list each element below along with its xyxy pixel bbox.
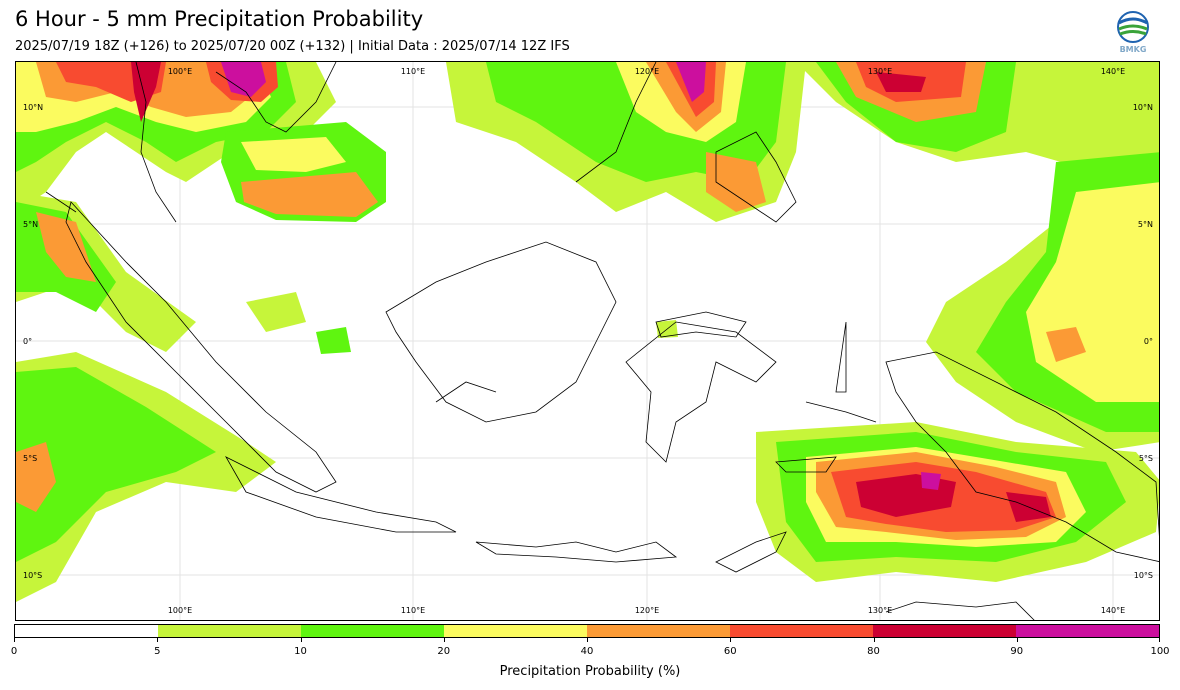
map-subtitle: 2025/07/19 18Z (+126) to 2025/07/20 00Z … xyxy=(15,39,570,54)
colorbar-tick xyxy=(1016,638,1018,642)
colorbar-tick xyxy=(300,638,302,642)
lat-label: 5°S xyxy=(1139,454,1153,463)
lat-label: 10°N xyxy=(23,103,43,112)
colorbar-tick xyxy=(873,638,875,642)
colorbar-tick-label: 10 xyxy=(294,646,307,657)
colorbar-segment xyxy=(1016,625,1159,637)
colorbar-tick-label: 100 xyxy=(1150,646,1170,657)
colorbar-tick-label: 40 xyxy=(580,646,594,657)
colorbar-segment xyxy=(15,625,158,637)
lat-label: 0° xyxy=(23,337,32,346)
precipitation-map: 100°E 110°E 120°E 130°E 140°E 100°E 110°… xyxy=(15,61,1160,621)
lon-label: 140°E xyxy=(1101,606,1125,615)
precipitation-field xyxy=(16,62,1159,602)
colorbar-tick xyxy=(1159,638,1160,642)
lon-label: 100°E xyxy=(168,606,192,615)
colorbar-segment xyxy=(444,625,587,637)
lon-label: 130°E xyxy=(868,67,892,76)
lon-label: 120°E xyxy=(635,67,659,76)
colorbar-label: Precipitation Probability (%) xyxy=(499,664,681,679)
lon-label: 120°E xyxy=(635,606,659,615)
lat-label: 10°S xyxy=(1134,571,1153,580)
colorbar-segment xyxy=(873,625,1016,637)
colorbar-tick-label: 90 xyxy=(1010,646,1024,657)
colorbar-segment xyxy=(587,625,730,637)
lon-labels-bottom: 100°E 110°E 120°E 130°E 140°E xyxy=(168,606,1125,615)
colorbar xyxy=(14,624,1160,638)
bmkg-logo-text: BMKG xyxy=(1119,45,1147,54)
colorbar-segment xyxy=(158,625,301,637)
lon-label: 110°E xyxy=(401,606,425,615)
lon-label: 100°E xyxy=(168,67,192,76)
map-title: 6 Hour - 5 mm Precipitation Probability xyxy=(15,7,424,31)
bmkg-logo-icon xyxy=(1117,11,1149,43)
colorbar-segment xyxy=(301,625,444,637)
colorbar-tick-label: 80 xyxy=(867,646,880,657)
coastlines xyxy=(45,62,1159,620)
lon-label: 140°E xyxy=(1101,67,1125,76)
colorbar-segment xyxy=(730,625,873,637)
lat-labels-left: 10°N 5°N 0° 5°S 10°S xyxy=(23,103,43,580)
lat-labels-right: 10°N 5°N 0° 5°S 10°S xyxy=(1133,103,1153,580)
colorbar-tick xyxy=(157,638,159,642)
colorbar-tick xyxy=(730,638,732,642)
lat-label: 5°N xyxy=(23,220,38,229)
lat-label: 10°S xyxy=(23,571,42,580)
colorbar-tick xyxy=(443,638,445,642)
colorbar-tick xyxy=(587,638,588,642)
colorbar-tick-label: 20 xyxy=(437,646,451,657)
colorbar-ticks xyxy=(14,638,1160,646)
colorbar-tick-label: 5 xyxy=(154,646,161,657)
lat-label: 5°S xyxy=(23,454,37,463)
lon-label: 130°E xyxy=(868,606,892,615)
lat-label: 0° xyxy=(1144,337,1153,346)
lat-label: 5°N xyxy=(1138,220,1153,229)
lon-label: 110°E xyxy=(401,67,425,76)
colorbar-tick xyxy=(14,638,15,642)
colorbar-tick-label: 0 xyxy=(10,646,18,657)
lat-label: 10°N xyxy=(1133,103,1153,112)
lon-labels-top: 100°E 110°E 120°E 130°E 140°E xyxy=(168,67,1125,76)
colorbar-tick-label: 60 xyxy=(723,646,737,657)
